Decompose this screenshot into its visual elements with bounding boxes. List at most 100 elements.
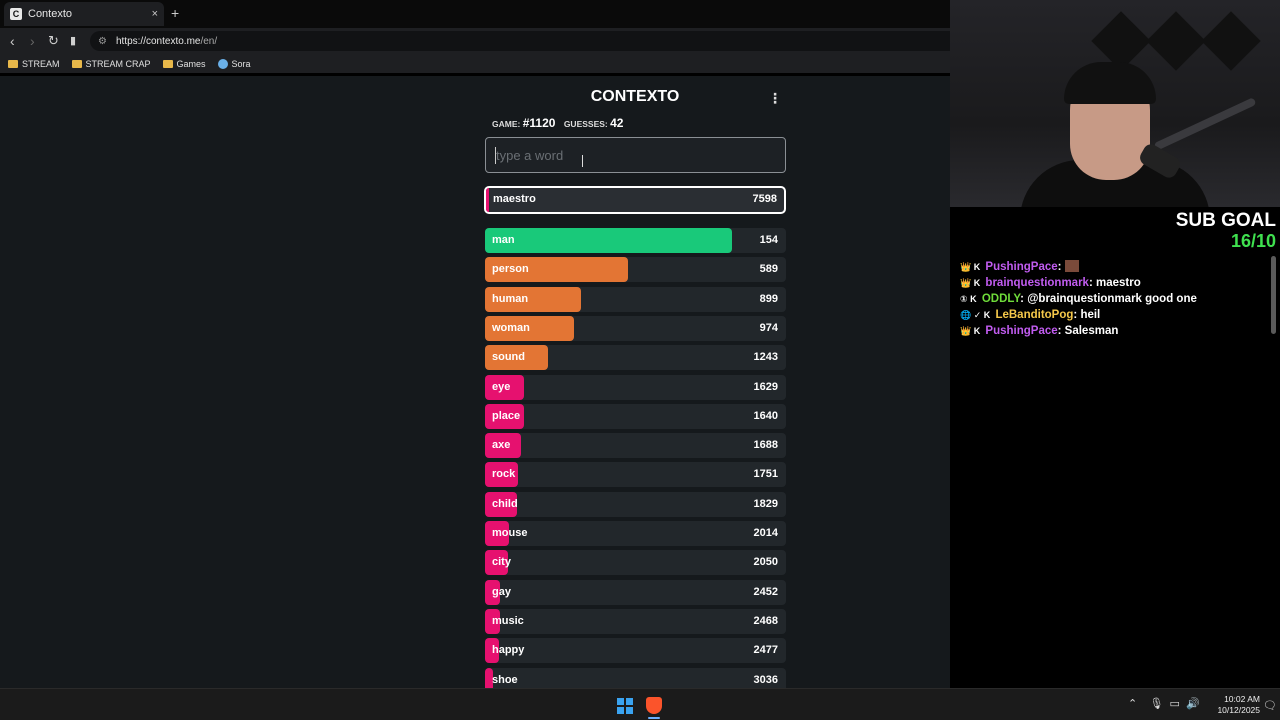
bookmark-label: STREAM: [22, 58, 60, 69]
chat-message: ① K ODDLY: @brainquestionmark good one: [960, 293, 1197, 305]
chat-message: 👑 K PushingPace: Salesman: [960, 325, 1119, 337]
guess-rank: 2050: [753, 556, 778, 569]
guess-proximity-bar: [485, 462, 519, 488]
chat-message: 👑 K PushingPace:: [960, 259, 1270, 275]
guess-proximity-bar: [485, 345, 549, 371]
system-tray: ⌃ 🎙 ▭ 🔊: [1128, 697, 1200, 710]
guess-proximity-bar: [485, 608, 501, 634]
guess-rank: 1829: [753, 497, 778, 510]
guess-row: mouse 2014: [485, 521, 786, 546]
chat-username: LeBanditoPog: [995, 309, 1074, 321]
text-caret: [495, 147, 496, 164]
tab-bar: C Contexto × +: [0, 0, 950, 28]
speaker-icon[interactable]: 🔊: [1186, 698, 1200, 710]
url-input[interactable]: ⚙ https://contexto.me /en/: [90, 31, 950, 51]
mic-icon[interactable]: 🎙: [1149, 698, 1164, 710]
contexto-favicon-icon: C: [10, 8, 22, 20]
chat-scrollbar[interactable]: [1271, 256, 1276, 334]
mic-arm: [1153, 97, 1257, 151]
chat-username: PushingPace: [985, 261, 1058, 273]
guess-word: happy: [492, 644, 525, 657]
guess-rank: 2014: [753, 527, 778, 539]
guess-row: axe 1688: [485, 433, 786, 459]
folder-icon: [162, 59, 173, 68]
back-icon[interactable]: ‹: [10, 33, 15, 49]
bookmark-games[interactable]: Games: [162, 58, 206, 69]
bookmark-label: Games: [176, 58, 206, 69]
more-menu-icon[interactable]: ⋮: [768, 90, 782, 106]
word-input[interactable]: [485, 137, 786, 173]
guess-proximity-bar: [485, 403, 525, 429]
address-bar: ‹ › ↻ ▮ ⚙ https://contexto.me /en/: [0, 28, 950, 54]
guess-word: man: [492, 234, 515, 246]
guesses-label: GUESSES:: [563, 119, 608, 129]
monitor-icon[interactable]: ▭: [1169, 698, 1180, 710]
clock-time: 10:02 AM: [1224, 694, 1260, 704]
windows-start-icon[interactable]: [617, 698, 633, 714]
sora-icon: [217, 58, 228, 69]
webcam-feed: [950, 0, 1280, 207]
new-tab-button[interactable]: +: [171, 5, 180, 21]
tab-contexto[interactable]: C Contexto ×: [4, 2, 164, 26]
brave-browser-icon[interactable]: [646, 697, 662, 714]
close-tab-icon[interactable]: ×: [151, 8, 158, 20]
mouse-cursor-icon: [582, 155, 583, 167]
guess-row: eye 1629: [485, 374, 786, 400]
latest-guess-word: maestro: [493, 193, 536, 205]
acoustic-panel: [1201, 11, 1261, 71]
page-title: CONTEXTO: [590, 88, 680, 105]
guess-rank: 154: [759, 234, 778, 246]
guess-proximity-bar: [485, 521, 510, 546]
guess-row: city 2050: [485, 550, 786, 576]
sub-goal-value: 16/10: [1230, 231, 1276, 251]
reload-icon[interactable]: ↻: [48, 33, 59, 48]
chat-badges: 👑 K: [960, 278, 981, 288]
url-path: /en/: [200, 35, 218, 47]
guess-row: man 154: [485, 228, 786, 253]
guess-proximity-bar: [485, 228, 732, 253]
guess-rank: 1640: [753, 409, 778, 422]
site-settings-icon[interactable]: ⚙: [98, 35, 107, 47]
game-label: GAME:: [492, 119, 521, 129]
notification-icon[interactable]: 🗨: [1263, 700, 1277, 712]
bookmarks-bar: STREAM STREAM CRAP Games Sora: [0, 54, 950, 73]
guess-word: person: [492, 263, 529, 276]
guess-rank: 1688: [753, 439, 778, 452]
guess-proximity-bar: [485, 579, 501, 605]
game-info: GAME: #1120 GUESSES: 42: [492, 116, 629, 130]
chat-emote-icon: [1064, 260, 1079, 272]
guess-word: sound: [492, 351, 525, 364]
chat-username: brainquestionmark: [985, 277, 1089, 289]
guess-row: person 589: [485, 257, 786, 283]
guess-row: shoe 3036: [485, 667, 786, 688]
chat-message: 👑 K brainquestionmark: maestro: [960, 277, 1141, 289]
guess-word: shoe: [492, 673, 518, 686]
guess-rank: 974: [759, 321, 778, 334]
guess-word: woman: [492, 321, 530, 334]
bookmark-stream-crap[interactable]: STREAM CRAP: [71, 59, 151, 69]
guess-proximity-bar: [485, 433, 522, 459]
chat-badges: 👑 K: [960, 326, 981, 336]
contexto-page: CONTEXTO ⋮ GAME: #1120 GUESSES: 42 maest…: [0, 76, 950, 688]
bookmark-stream[interactable]: STREAM: [8, 59, 60, 69]
folder-icon: [71, 59, 82, 68]
guess-row: sound 1243: [485, 345, 786, 371]
chat-text: heil: [1080, 309, 1101, 321]
clock[interactable]: 10:02 AM 10/12/2025: [1200, 694, 1260, 716]
bookmark-icon[interactable]: ▮: [70, 35, 77, 47]
guess-word: city: [492, 556, 511, 569]
streamer-beanie: [1064, 62, 1156, 104]
guess-word: place: [492, 409, 521, 422]
chevron-up-icon[interactable]: ⌃: [1128, 698, 1138, 710]
forward-icon[interactable]: ›: [30, 33, 35, 49]
tab-title: Contexto: [28, 8, 73, 20]
guess-rank: 2468: [753, 614, 778, 627]
guess-word: mouse: [492, 527, 528, 539]
bookmark-sora[interactable]: Sora: [217, 58, 251, 69]
chat-badges: ① K: [960, 294, 977, 304]
guess-rank: 3036: [753, 673, 778, 686]
guess-rank: 899: [759, 292, 778, 305]
guess-row: music 2468: [485, 608, 786, 634]
clock-date: 10/12/2025: [1217, 705, 1260, 715]
guess-word: eye: [492, 380, 511, 393]
